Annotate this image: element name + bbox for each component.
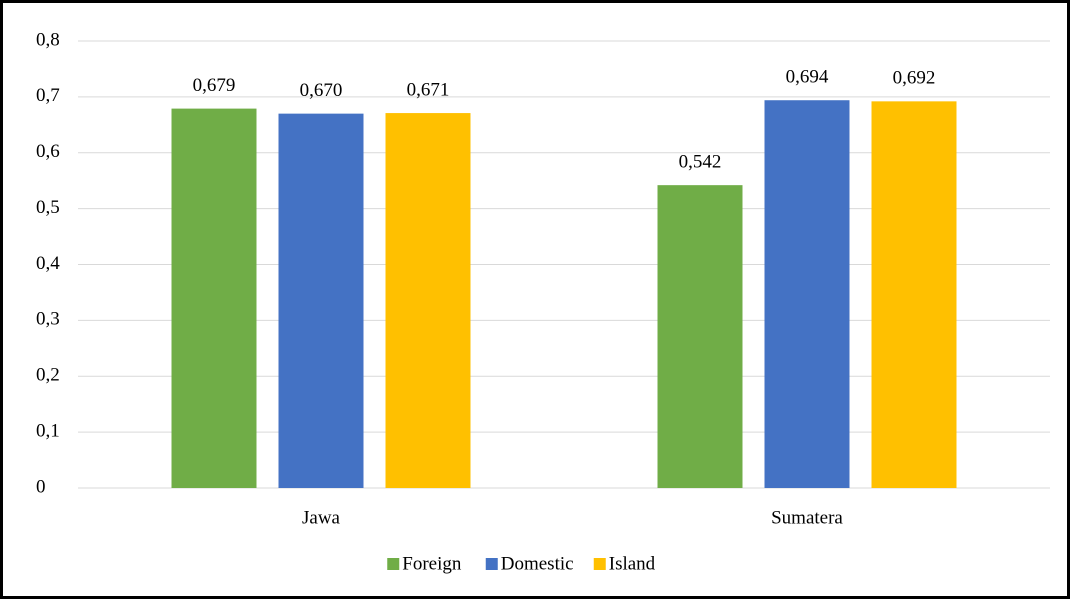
bar	[171, 108, 257, 488]
bar	[278, 113, 364, 488]
bar	[871, 101, 957, 488]
value-label: 0,670	[300, 80, 343, 101]
legend-label: Domestic	[501, 553, 574, 574]
value-label: 0,679	[193, 75, 236, 96]
value-label: 0,694	[786, 67, 829, 88]
bar	[657, 185, 743, 488]
bar	[385, 113, 471, 489]
bar	[764, 100, 850, 488]
y-tick-label: 0,1	[36, 420, 60, 441]
y-tick-label: 0,3	[36, 309, 60, 330]
legend-swatch	[485, 558, 498, 570]
y-tick-label: 0,7	[36, 85, 60, 106]
legend-swatch	[387, 558, 400, 570]
y-tick-label: 0,5	[36, 197, 60, 218]
y-tick-label: 0	[36, 476, 46, 497]
legend-label: Foreign	[402, 553, 462, 574]
y-tick-label: 0,6	[36, 141, 60, 162]
legend-label: Island	[609, 553, 656, 574]
value-label: 0,692	[893, 68, 936, 89]
value-label: 0,671	[407, 79, 450, 100]
y-tick-label: 0,2	[36, 365, 60, 386]
x-tick-label: Sumatera	[771, 507, 843, 528]
y-tick-label: 0,4	[36, 253, 60, 274]
x-tick-label: Jawa	[302, 507, 341, 528]
value-label: 0,542	[679, 152, 722, 173]
legend-swatch	[593, 558, 606, 570]
y-tick-label: 0,8	[36, 29, 60, 50]
